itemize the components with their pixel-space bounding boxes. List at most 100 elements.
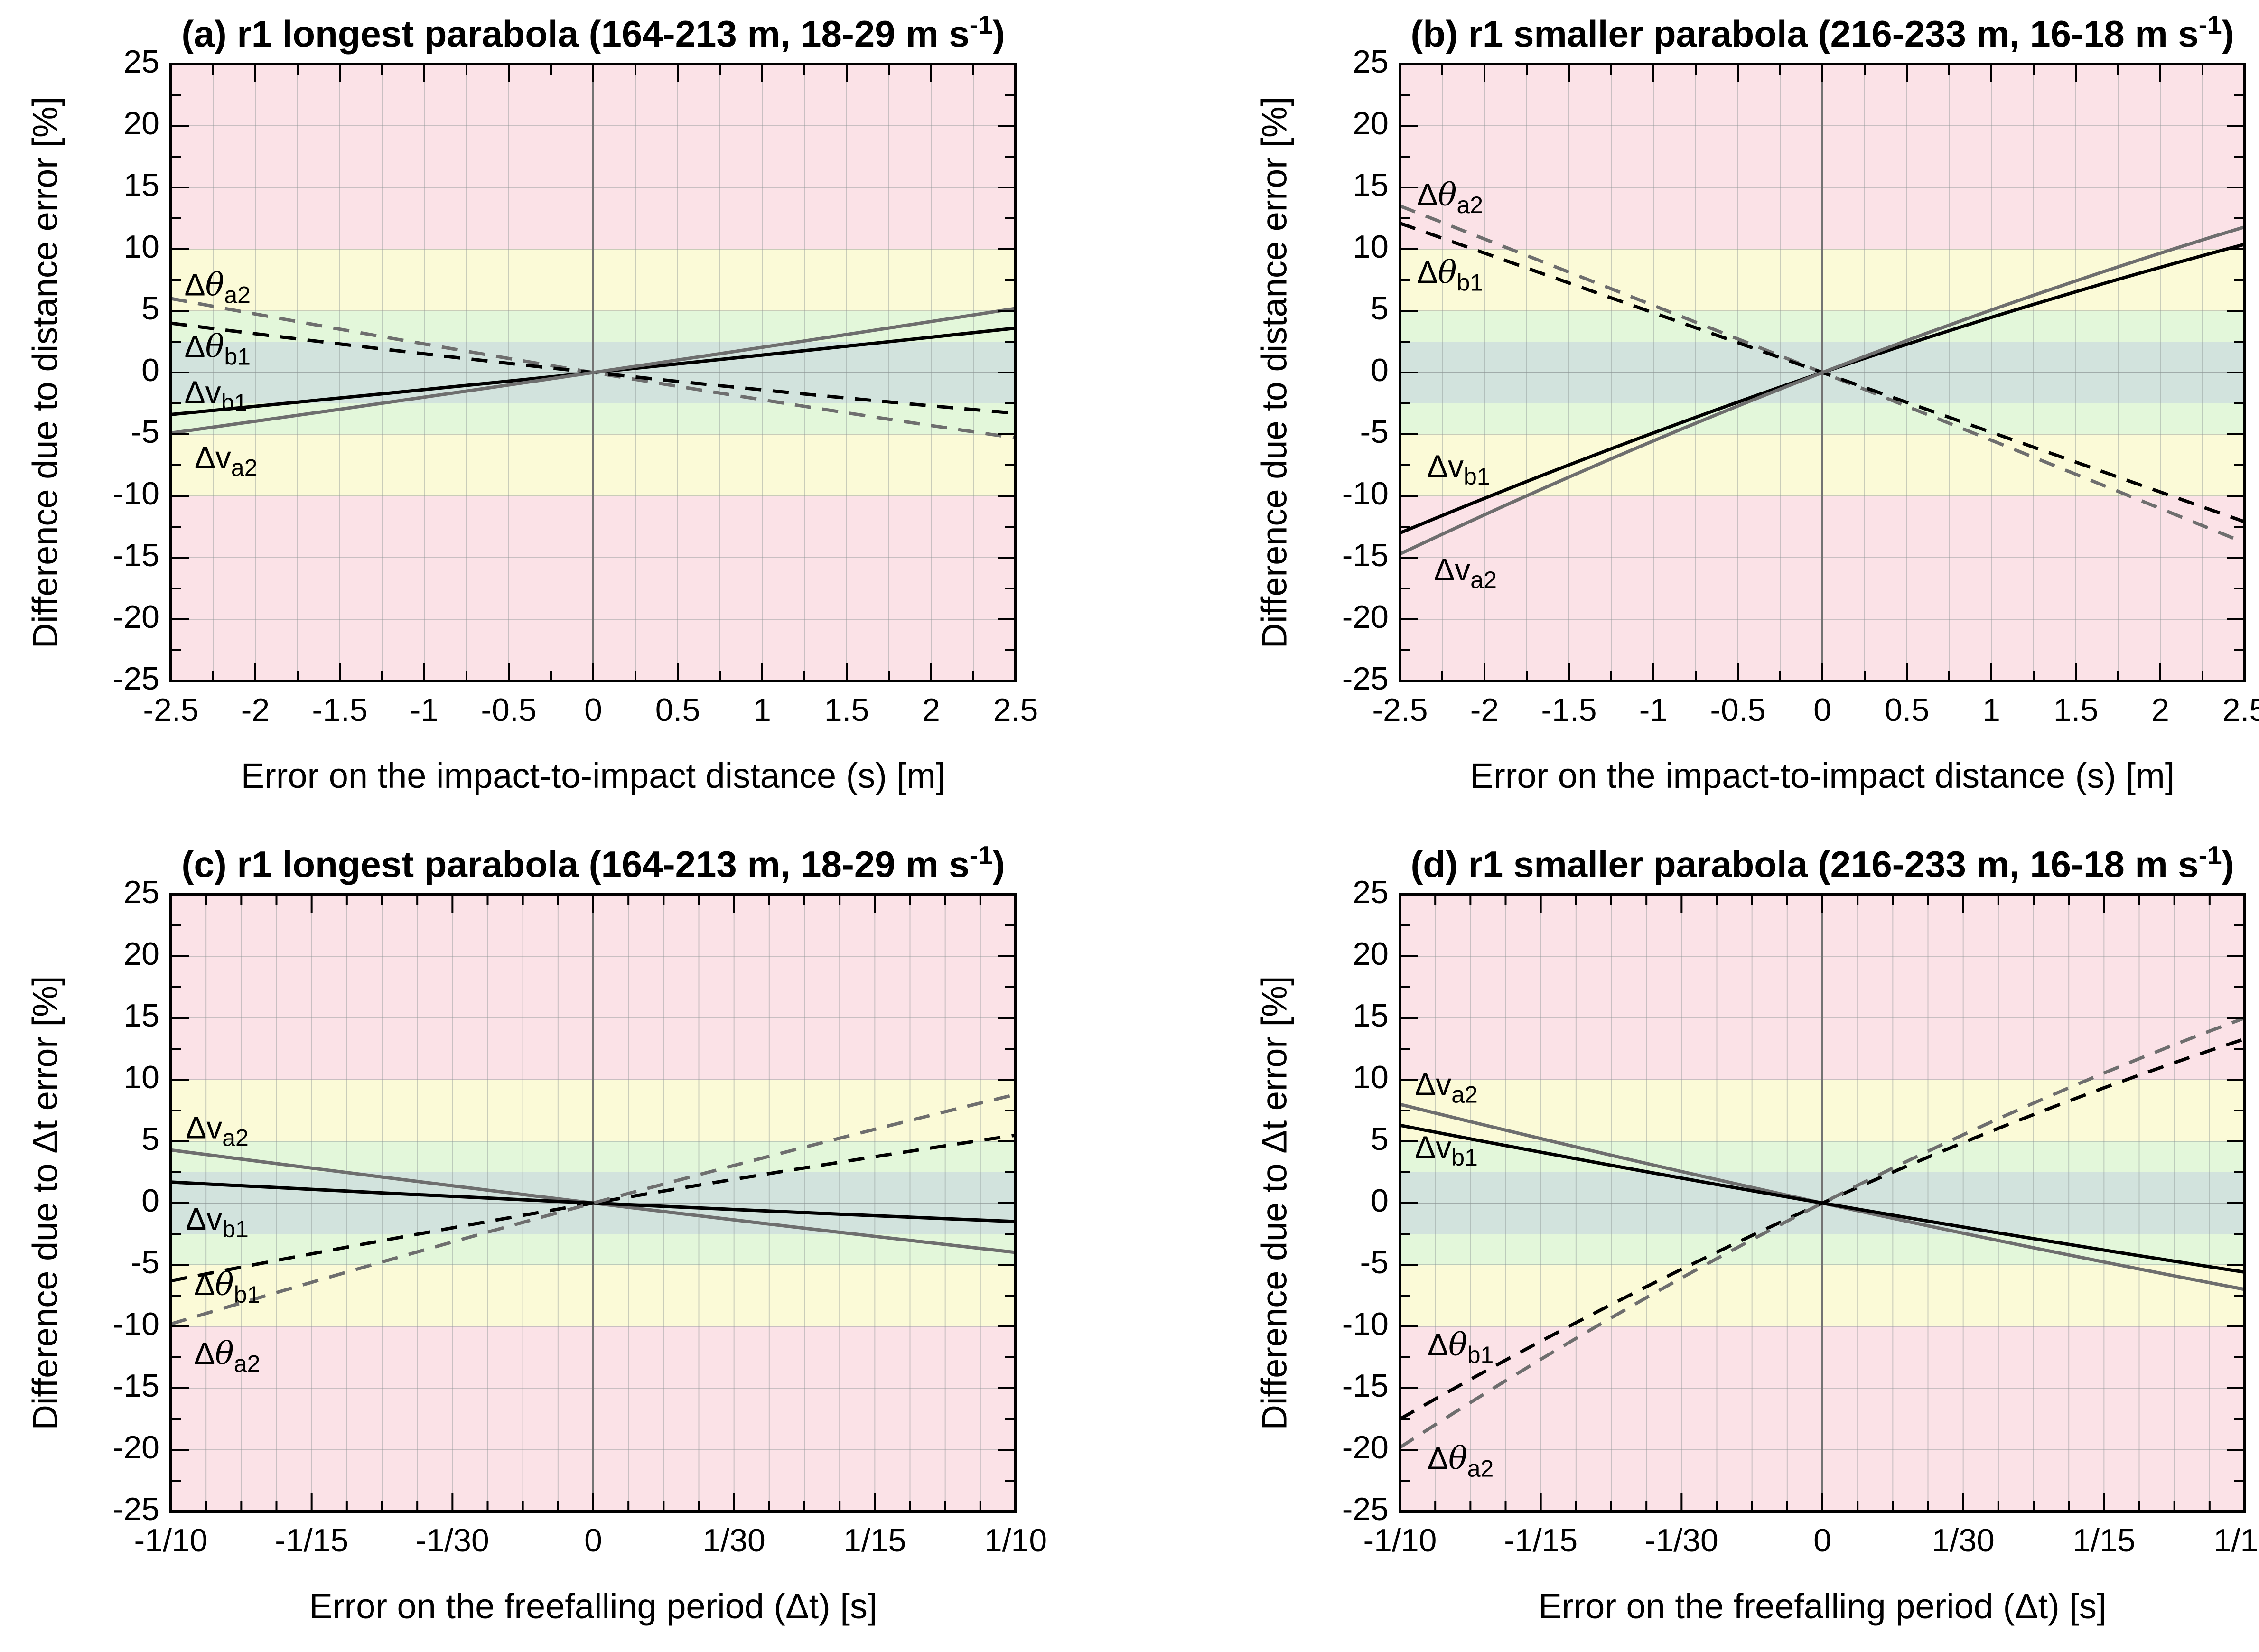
series-theta-a2-label: Δθa2	[184, 267, 250, 308]
series-theta-a2-line	[170, 1092, 1016, 1326]
x-tick-label: -1	[1639, 692, 1668, 728]
x-tick-label: 1	[1982, 692, 2000, 728]
x-tick-label: 1.5	[2054, 692, 2099, 728]
x-tick-label: 2	[2151, 692, 2169, 728]
axis-box	[169, 63, 1017, 682]
x-tick-label: 0.5	[655, 692, 700, 728]
series-lines	[170, 297, 1016, 440]
panel-c-title-text: (c) r1 longest parabola (164-213 m, 18-2…	[181, 843, 970, 885]
x-tick-label: 1.5	[824, 692, 869, 728]
y-tick-label: -20	[113, 599, 159, 635]
panel-a-x-axis-label: Error on the impact-to-impact distance (…	[241, 756, 946, 795]
series-theta-b1-line	[170, 1133, 1016, 1283]
y-tick-label: 20	[1353, 936, 1389, 972]
y-tick-label: -10	[113, 476, 159, 512]
panel-b: (b) r1 smaller parabola (216-233 m, 16-1…	[1139, 0, 2259, 826]
series-v-b1-label: Δvb1	[186, 1201, 249, 1242]
y-tick-label: 0	[1371, 1183, 1389, 1219]
y-tick-label: -20	[113, 1429, 159, 1465]
panel-c-title-close: )	[992, 843, 1005, 885]
panel-b-title-close: )	[2222, 13, 2234, 55]
y-tick-label: -5	[1360, 1244, 1389, 1280]
x-tick-label: -1/15	[275, 1522, 348, 1559]
series-v-a2-line	[170, 307, 1016, 435]
y-tick-label: 20	[1353, 105, 1389, 141]
y-tick-label: 10	[123, 229, 159, 265]
series-labels: Δva2 Δvb1 Δθb1 Δθa2	[186, 1110, 260, 1377]
panel-c: (c) r1 longest parabola (164-213 m, 18-2…	[0, 826, 1139, 1652]
series-lines	[170, 1092, 1016, 1326]
x-tick-label: -1/30	[416, 1522, 489, 1559]
y-tick-label: 0	[1371, 352, 1389, 388]
y-tick-label: -5	[1360, 414, 1389, 450]
y-tick-label: 25	[123, 874, 159, 910]
y-tick-label: -25	[113, 661, 159, 697]
x-tick-label: 1/30	[1932, 1522, 1994, 1559]
x-tick-label: 0	[584, 1522, 602, 1559]
y-tick-label: 0	[141, 1183, 159, 1219]
x-tick-labels: -2.5 -2 -1.5 -1 -0.5 0 0.5 1 1.5 2 2.5	[1372, 692, 2259, 728]
series-theta-b1-label: Δθb1	[1428, 1326, 1494, 1368]
y-tick-label: 5	[1371, 1121, 1389, 1157]
panel-a-title: (a) r1 longest parabola (164-213 m, 18-2…	[171, 10, 1016, 55]
panel-b-title-sup: -1	[2198, 10, 2222, 39]
x-tick-label: -2	[1470, 692, 1499, 728]
panel-d-title: (d) r1 smaller parabola (216-233 m, 16-1…	[1400, 841, 2245, 885]
x-tick-label: 1/30	[702, 1522, 765, 1559]
series-v-a2-label: Δva2	[1434, 552, 1497, 594]
x-tick-label: 1/10	[984, 1522, 1047, 1559]
panel-d: (d) r1 smaller parabola (216-233 m, 16-1…	[1139, 826, 2259, 1652]
x-tick-label: 2.5	[2222, 692, 2259, 728]
x-tick-label: -1/30	[1645, 1522, 1718, 1559]
x-tick-label: 0	[1813, 1522, 1831, 1559]
panel-a-title-text: (a) r1 longest parabola (164-213 m, 18-2…	[181, 13, 970, 55]
y-tick-label: 25	[123, 44, 159, 80]
series-v-a2-line	[1399, 225, 2246, 556]
axis-box	[1399, 63, 2246, 682]
y-tick-label: 15	[123, 167, 159, 203]
series-theta-b1-line	[1399, 1037, 2246, 1421]
series-theta-a2-label: Δθa2	[1417, 177, 1483, 218]
panel-d-title-text: (d) r1 smaller parabola (216-233 m, 16-1…	[1410, 843, 2199, 885]
panel-b-x-axis-label: Error on the impact-to-impact distance (…	[1470, 756, 2175, 795]
panel-c-x-axis-label: Error on the freefalling period (Δt) [s]	[309, 1587, 877, 1626]
y-tick-label: 20	[123, 105, 159, 141]
panel-c-title: (c) r1 longest parabola (164-213 m, 18-2…	[171, 841, 1016, 885]
x-tick-label: 0.5	[1885, 692, 1930, 728]
y-tick-label: 10	[1353, 229, 1389, 265]
y-tick-labels: -25 -20 -15 -10 -5 0 5 10 15 20 25	[113, 44, 159, 697]
x-tick-label: 0	[1813, 692, 1831, 728]
series-theta-a2-label: Δθa2	[194, 1335, 260, 1377]
panel-b-chart: Δθa2 Δθb1 Δvb1 Δva2 -2.5 -2 -1.5 -1 -0.5 0 0.5 1 1.5…	[1342, 44, 2259, 728]
x-tick-labels: -1/10 -1/15 -1/30 0 1/30 1/15 1/10	[1363, 1522, 2259, 1559]
y-tick-label: -15	[113, 1368, 159, 1404]
series-theta-a2-label: Δθa2	[1428, 1440, 1494, 1482]
series-labels: Δva2 Δvb1 Δθb1 Δθa2	[1415, 1067, 1494, 1482]
y-tick-labels: -25 -20 -15 -10 -5 0 5 10 15 20 25	[1342, 44, 1389, 697]
panel-d-title-close: )	[2222, 843, 2234, 885]
x-tick-label: 1/15	[843, 1522, 906, 1559]
axis-box	[1399, 893, 2246, 1513]
y-tick-label: -5	[131, 1244, 159, 1280]
y-tick-label: 5	[141, 1121, 159, 1157]
series-v-a2-label: Δva2	[1415, 1067, 1478, 1108]
series-theta-b1-label: Δθb1	[1417, 254, 1483, 296]
panel-c-chart: Δva2 Δvb1 Δθb1 Δθa2 -1/10 -1/15 -1/30 0 1/30 1/15…	[113, 874, 1047, 1559]
x-tick-label: -2	[241, 692, 270, 728]
panel-d-x-axis-label: Error on the freefalling period (Δt) [s]	[1538, 1587, 2107, 1626]
axis-ticks	[170, 63, 1017, 682]
panel-a-title-sup: -1	[969, 10, 993, 39]
series-theta-a2-line	[1399, 1016, 2246, 1449]
series-v-b1-label: Δvb1	[1415, 1130, 1478, 1171]
x-tick-label: 0	[584, 692, 602, 728]
series-v-a2-label: Δva2	[195, 440, 258, 481]
panel-b-title: (b) r1 smaller parabola (216-233 m, 16-1…	[1400, 10, 2245, 55]
y-tick-label: 5	[1371, 290, 1389, 327]
panel-a-title-close: )	[992, 13, 1005, 55]
y-tick-label: -5	[131, 414, 159, 450]
y-tick-label: -20	[1342, 1429, 1389, 1465]
panel-b-title-text: (b) r1 smaller parabola (216-233 m, 16-1…	[1410, 13, 2199, 55]
y-tick-label: -10	[113, 1306, 159, 1342]
